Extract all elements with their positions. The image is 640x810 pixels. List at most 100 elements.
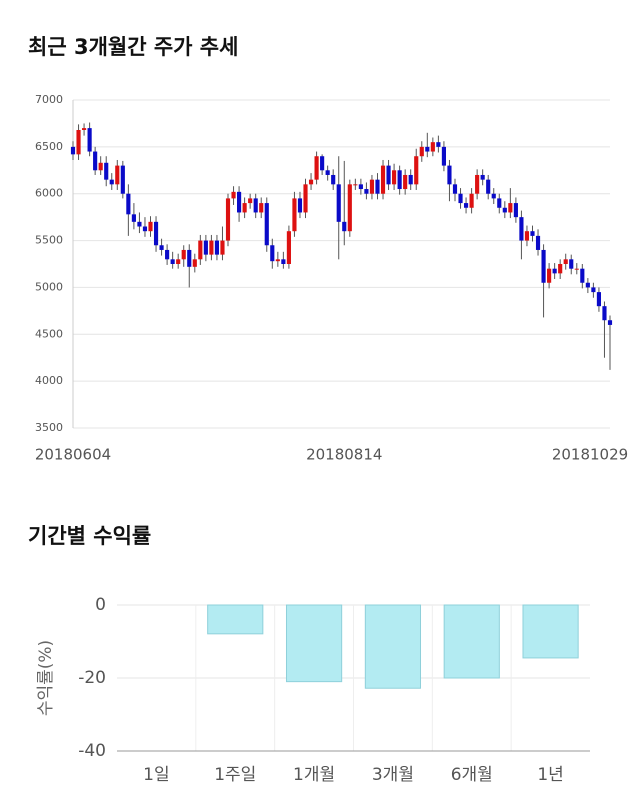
candle-body [259, 203, 264, 213]
candle-body [563, 259, 568, 264]
chart-title: 기간별 수익률 [28, 524, 151, 548]
candle-body [87, 128, 92, 152]
candle-body [203, 240, 208, 255]
candle-body [535, 235, 541, 250]
candle-body [187, 249, 192, 267]
x-tick-label: 1개월 [293, 765, 335, 785]
candle-body [591, 287, 596, 293]
candle-body [408, 174, 413, 185]
candle-body [153, 221, 159, 246]
y-tick-label: 4000 [35, 374, 63, 387]
y-tick-label: 3500 [35, 421, 63, 434]
candle-body [297, 198, 303, 213]
candle-body [463, 203, 469, 208]
candle-body [104, 162, 109, 180]
candle-body [502, 207, 507, 213]
candle-body [425, 146, 430, 152]
x-tick-label: 6개월 [451, 765, 493, 785]
candle-body [475, 174, 480, 194]
candle-body [248, 198, 253, 204]
candle-body [397, 170, 402, 190]
candle-body [358, 184, 363, 190]
candle-body [380, 165, 386, 194]
candle-body [452, 184, 458, 194]
candle-body [419, 146, 424, 157]
candle-body [225, 198, 231, 241]
candle-body [109, 179, 114, 185]
candle-body [115, 165, 120, 185]
candle-body [314, 156, 319, 180]
candle-body [253, 198, 258, 213]
candle-body [386, 165, 391, 185]
y-tick-label: 5500 [35, 234, 63, 247]
candle-body [569, 259, 574, 269]
candle-body [303, 184, 308, 213]
candle-body [98, 162, 103, 171]
y-tick-label: 7000 [35, 93, 63, 106]
candle-body [552, 268, 557, 274]
candle-body [585, 282, 590, 288]
candle-body [336, 184, 341, 222]
candle-body [430, 142, 435, 152]
candle-body [176, 259, 181, 264]
candle-body [237, 191, 242, 213]
candle-body [320, 156, 325, 171]
candle-body [364, 189, 369, 194]
candle-body [231, 191, 236, 199]
candle-body [541, 249, 546, 283]
candle-body [137, 221, 142, 227]
candle-body [281, 259, 286, 264]
candle-body [275, 259, 280, 262]
candle-body [508, 203, 513, 213]
candle-body [270, 245, 275, 262]
candle-body [353, 184, 358, 186]
x-tick-label: 20180604 [35, 446, 111, 464]
y-tick-label: -20 [78, 668, 106, 688]
x-tick-label: 1일 [143, 765, 169, 785]
candle-body [574, 268, 579, 270]
candle-body [286, 231, 291, 264]
candle-body [392, 170, 397, 185]
candle-body [165, 249, 170, 260]
candle-body [414, 156, 419, 185]
candle-body [441, 146, 446, 166]
candle-body [308, 179, 314, 185]
candle-body [192, 259, 197, 267]
y-tick-label: 6000 [35, 187, 63, 200]
candle-body [519, 217, 524, 241]
candle-body [70, 146, 76, 155]
candle-body [558, 264, 563, 274]
candle-body [436, 142, 441, 147]
chart-title: 최근 3개월간 주가 추세 [28, 35, 238, 59]
candle-body [325, 170, 330, 175]
candle-body [126, 193, 131, 215]
x-tick-label: 3개월 [372, 765, 414, 785]
y-axis-label: 수익률(%) [36, 640, 56, 716]
candle-body [159, 245, 164, 250]
candle-body [242, 203, 247, 213]
candle-body [596, 292, 602, 307]
candle-body [76, 129, 81, 155]
y-tick-label: -40 [78, 741, 106, 761]
candle-body [513, 203, 518, 218]
candle-body [131, 214, 136, 222]
x-tick-label: 20181029 [552, 446, 628, 464]
candle-body [469, 193, 474, 208]
candle-body [480, 174, 485, 180]
candle-body [607, 320, 613, 325]
candle-body [292, 198, 297, 232]
y-tick-label: 0 [95, 595, 106, 615]
candle-body [580, 268, 585, 283]
candle-body [458, 193, 463, 204]
candle-body [524, 231, 530, 241]
bar [285, 604, 343, 683]
candle-body [142, 226, 148, 232]
x-tick-label: 1주일 [214, 765, 256, 785]
bar [364, 604, 422, 689]
candle-body [220, 240, 225, 255]
candle-body [447, 165, 452, 185]
candle-body [547, 268, 552, 283]
candle-body [602, 306, 607, 321]
candle-body [331, 174, 336, 185]
